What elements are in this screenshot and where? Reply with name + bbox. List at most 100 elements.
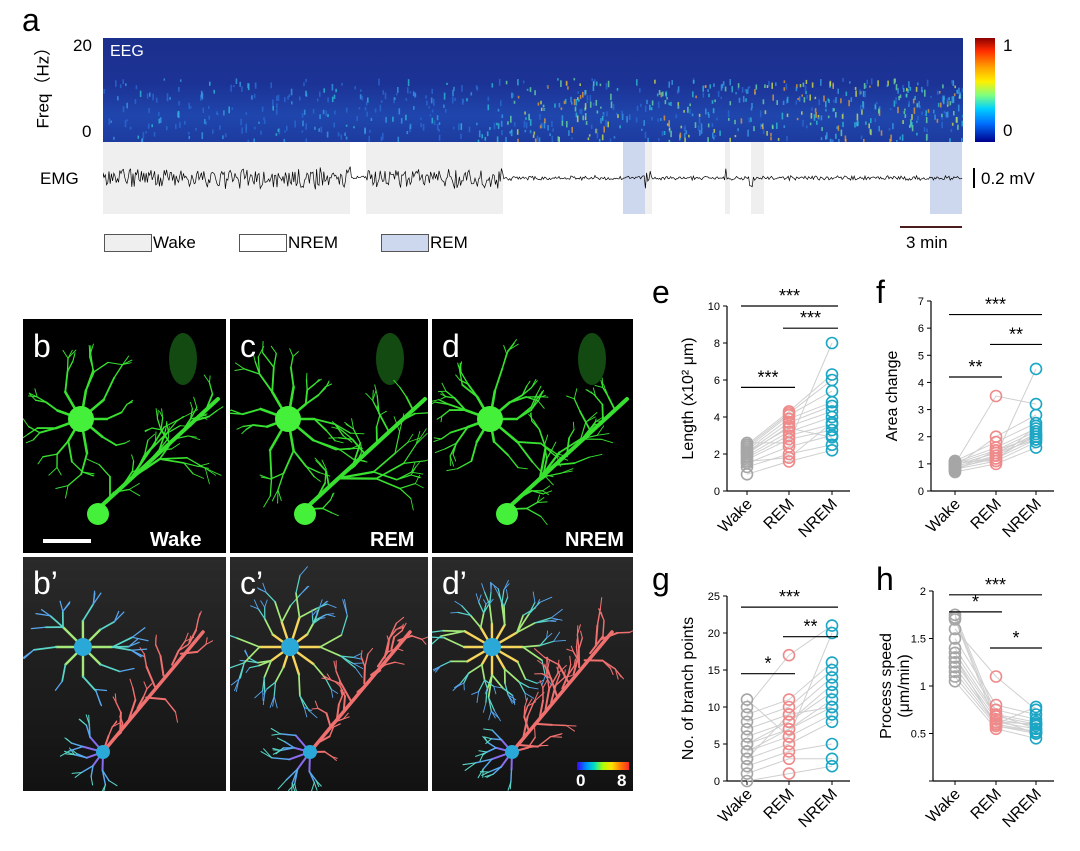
data-point	[825, 373, 839, 387]
panel-label-g: g	[652, 561, 670, 597]
state-shade-wake-3	[645, 142, 652, 214]
data-point	[1029, 732, 1043, 745]
y-tick-label: 0	[918, 486, 924, 498]
micrograph-wake	[23, 319, 226, 553]
x-tick-label: REM	[968, 496, 1005, 533]
paired-line	[746, 684, 833, 738]
paired-line	[954, 628, 1037, 711]
data-point	[825, 685, 839, 699]
x-tick-label: Wake	[715, 786, 756, 827]
colorbar-tick-top: 1	[1003, 36, 1013, 55]
y-tick-label: 6	[918, 323, 924, 335]
y-tick-label: 15	[708, 665, 720, 677]
data-point	[825, 752, 839, 766]
data-point	[948, 454, 962, 468]
emg-scale-label: 0.2 mV	[981, 169, 1035, 188]
data-point	[782, 737, 796, 751]
y-tick-label: 7	[918, 296, 924, 308]
x-tick-label: NREM	[795, 496, 840, 541]
y-axis-label: Process speed(μm/min)	[878, 633, 913, 739]
legend-swatch-wake	[104, 234, 152, 252]
data-point	[948, 665, 962, 679]
reconstruction-wake	[23, 557, 226, 791]
y-tick-label: 4	[918, 377, 924, 389]
paired-line	[746, 449, 833, 475]
data-point	[1029, 713, 1043, 726]
y-tick-label: 1.5	[911, 634, 926, 646]
reconstruction-rem	[230, 557, 428, 791]
paired-line	[746, 625, 833, 708]
x-tick-label: NREM	[999, 496, 1044, 541]
emg-scale-bar	[973, 168, 975, 188]
paired-line	[746, 423, 833, 459]
state-shade-wake-5	[751, 142, 764, 214]
data-point	[740, 774, 754, 788]
paired-line	[746, 706, 833, 760]
paired-line	[746, 721, 833, 760]
data-point	[825, 737, 839, 751]
data-point	[782, 745, 796, 758]
paired-line	[746, 662, 833, 715]
data-point	[740, 745, 754, 758]
y-tick-label: 0	[714, 776, 720, 788]
data-point	[948, 651, 962, 664]
freq-tick-top: 20	[73, 36, 92, 55]
data-point	[825, 399, 839, 413]
data-point	[825, 368, 839, 381]
paired-line	[746, 435, 833, 464]
legend-swatch-rem	[381, 234, 429, 252]
y-tick-label: 2	[714, 449, 720, 461]
reconstruction-nrem	[432, 557, 633, 791]
data-point	[825, 700, 839, 714]
y-axis-label: Length (x10² μm)	[680, 337, 697, 459]
freq-tick-bottom: 0	[82, 122, 92, 141]
paired-line	[746, 743, 833, 767]
panel-label-h: h	[876, 561, 894, 597]
data-point	[948, 608, 962, 622]
paired-line	[746, 669, 833, 723]
depth-colorbar-max: 8	[617, 771, 627, 790]
data-point	[825, 438, 839, 452]
legend-swatch-nrem	[239, 234, 287, 252]
data-point	[825, 423, 839, 437]
state-word-wake: Wake	[150, 529, 202, 551]
data-point	[825, 416, 839, 429]
image-label-d: d	[442, 328, 460, 364]
paired-line	[746, 422, 833, 462]
significance-label: ***	[779, 587, 800, 607]
x-tick-label: NREM	[795, 786, 840, 831]
state-shade-wake-4	[725, 142, 730, 214]
image-label-b-prime: b’	[33, 565, 58, 601]
data-point	[989, 703, 1003, 717]
data-point	[825, 693, 839, 706]
data-point	[782, 752, 796, 766]
data-point	[825, 336, 839, 350]
data-point	[782, 648, 796, 662]
significance-label: ***	[985, 575, 1006, 595]
data-point	[782, 412, 796, 426]
y-tick-label: 0.5	[911, 729, 926, 741]
data-point	[1029, 708, 1043, 721]
data-point	[740, 752, 754, 766]
state-word-nrem: NREM	[565, 529, 624, 551]
data-point	[740, 759, 754, 773]
significance-label: ***	[757, 367, 778, 387]
data-point	[782, 429, 796, 442]
significance-label: *	[1012, 628, 1019, 648]
data-point	[948, 660, 962, 674]
data-point	[782, 405, 796, 418]
data-point	[740, 722, 754, 736]
depth-colorbar	[577, 762, 629, 770]
emg-label: EMG	[40, 169, 79, 188]
panel-label-f: f	[876, 274, 885, 310]
data-point	[989, 389, 1003, 403]
micrograph-rem	[230, 319, 428, 553]
data-point	[1029, 700, 1043, 714]
data-point	[782, 455, 796, 468]
y-tick-label: 3	[918, 405, 924, 417]
x-tick-label: REM	[761, 786, 798, 823]
y-axis-label: No. of branch points	[680, 617, 697, 760]
x-tick-label: Wake	[715, 496, 756, 537]
y-tick-label: 5	[918, 350, 924, 362]
